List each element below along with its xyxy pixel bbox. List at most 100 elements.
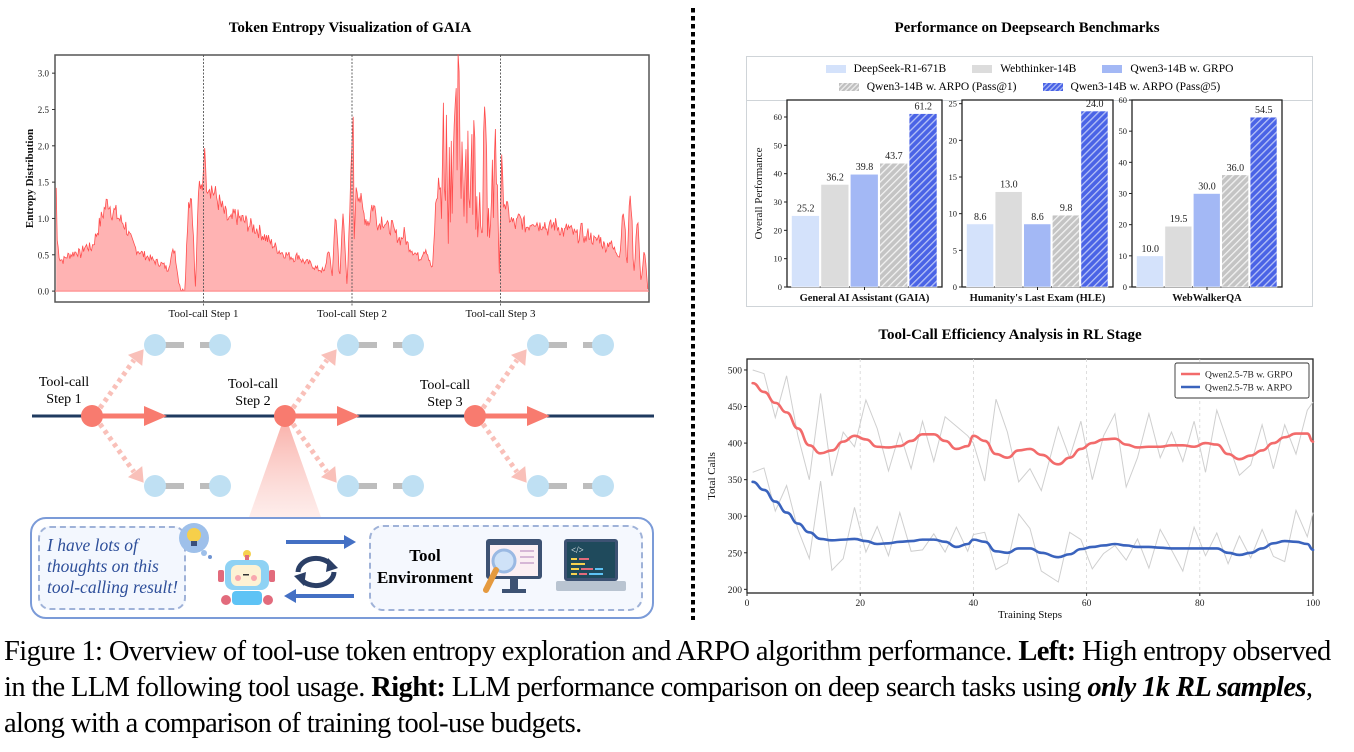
y-tick-label: 20 [1119, 220, 1128, 230]
branch-arrow [290, 358, 330, 410]
future-node [402, 334, 424, 356]
y-tick-label: 2.5 [38, 105, 50, 115]
legend-item: Qwen3-14B w. GRPO [1102, 63, 1233, 75]
branch-arrow [480, 422, 520, 474]
bar [791, 215, 820, 288]
bar [994, 191, 1023, 288]
entropy-chart: 0.0 0.5 1.0 1.5 2.0 2.5 3.0 Tool-call Step 1 Too… [24, 54, 650, 320]
future-node [337, 334, 359, 356]
x-tick-label: 0 [745, 599, 750, 609]
step-label-line1: Tool-call [38, 375, 90, 390]
tool-call-node [464, 405, 486, 427]
future-node [337, 475, 359, 497]
tool-call-node [81, 405, 103, 427]
caption-prefix: Figure 1: Overview of tool-use token ent… [4, 636, 1012, 667]
thought-text: I have lots of thoughts on this tool-cal… [47, 535, 197, 598]
y-tick-label: 40 [774, 169, 783, 179]
lightbulb-icon [179, 523, 212, 559]
bar [850, 173, 879, 288]
step-label-line1: Tool-call [419, 378, 471, 393]
y-tick-label: 0 [953, 282, 957, 292]
y-tick-label: 10 [774, 254, 783, 264]
line-chart-title: Tool-Call Efficiency Analysis in RL Stag… [878, 327, 1142, 343]
bar [1221, 174, 1249, 288]
code-laptop-icon: </> [556, 539, 626, 591]
y-tick-label: 0.5 [38, 250, 50, 260]
tool-call-node [274, 405, 296, 427]
bar-value-label: 43.7 [885, 151, 903, 162]
bar [820, 184, 850, 288]
bar-value-label: 54.5 [1255, 105, 1273, 116]
y-tick-label: 20 [949, 135, 958, 145]
future-node [209, 334, 231, 356]
legend-item: Qwen3-14B w. ARPO (Pass@1) [838, 81, 1017, 93]
caption-left-label: Left: [1018, 636, 1076, 667]
y-tick-label: 10 [949, 209, 958, 219]
bar [1080, 110, 1109, 288]
step-label-line2: Step 2 [235, 394, 271, 409]
future-node [209, 475, 231, 497]
entropy-chart-title: Token Entropy Visualization of GAIA [228, 20, 472, 36]
bar-charts: 010203040506025.236.239.843.761.2General… [753, 95, 1283, 304]
y-tick-label: 1.5 [38, 178, 50, 188]
main-arrowhead [527, 406, 550, 426]
y-tick-label: 450 [728, 403, 743, 413]
y-tick-label: 250 [728, 549, 743, 559]
legend-label: Qwen3-14B w. ARPO (Pass@5) [1070, 81, 1221, 93]
x-tick-label: Tool-call Step 1 [168, 308, 238, 320]
y-tick-label: 300 [728, 513, 743, 523]
legend-item: Webthinker-14B [972, 63, 1076, 75]
bar-chart-title: Performance on Deepsearch Benchmarks [894, 20, 1160, 36]
bar-value-label: 10.0 [1141, 244, 1159, 255]
thought-line: thoughts on this [47, 556, 159, 576]
bar-value-label: 9.8 [1060, 203, 1073, 214]
x-tick-label: 100 [1306, 599, 1321, 609]
x-tick-label: Tool-call Step 3 [465, 308, 536, 320]
bar [966, 223, 994, 288]
bar-value-label: 36.0 [1227, 163, 1245, 174]
smoothed-series-line [751, 480, 1315, 559]
future-link [162, 342, 184, 348]
future-node [402, 475, 424, 497]
caption-right-text-end: , along with a comparison of training to… [4, 672, 1313, 739]
branch-arrowhead [510, 349, 527, 366]
bar-value-label: 19.5 [1170, 214, 1188, 225]
tool-call-diagram [32, 334, 654, 520]
branch-arrowhead [320, 466, 337, 483]
caption-right-text: LLM performance comparison on deep searc… [451, 672, 1082, 703]
future-node [144, 475, 166, 497]
branch-arrow [97, 358, 137, 410]
step-label-line2: Step 3 [427, 395, 463, 410]
y-tick-label: 1.0 [38, 214, 50, 224]
step-label: Tool-call Step 3 [405, 377, 485, 411]
panel-divider [691, 8, 695, 620]
legend-swatch [1102, 65, 1123, 73]
future-node [144, 334, 166, 356]
y-tick-label: 50 [1119, 126, 1128, 136]
caption-right-label: Right: [371, 672, 446, 703]
branch-arrow [290, 422, 330, 474]
future-link [545, 342, 567, 348]
main-arrowhead [144, 406, 167, 426]
bar [1023, 223, 1052, 288]
legend-label: Webthinker-14B [1000, 63, 1077, 75]
thought-line: I have lots of [47, 535, 138, 555]
future-link [162, 483, 184, 489]
main-arrowhead [337, 406, 360, 426]
y-tick-label: 50 [774, 140, 783, 150]
category-label: General AI Assistant (GAIA) [800, 293, 930, 304]
bar-value-label: 30.0 [1198, 182, 1216, 193]
future-link [545, 483, 567, 489]
x-tick-label: 80 [1195, 599, 1205, 609]
legend-swatch [972, 65, 993, 73]
bar-value-label: 36.2 [826, 172, 844, 183]
y-tick-label: 500 [728, 366, 743, 376]
legend-label: Qwen3-14B w. ARPO (Pass@1) [866, 81, 1017, 93]
tool-environment-label: Tool Environment [370, 545, 480, 589]
caption-left-text: High entropy observed in the LLM followi… [4, 636, 1331, 703]
y-tick-label: 0 [1123, 282, 1127, 292]
step-label-line2: Step 1 [46, 392, 82, 407]
bar [1164, 225, 1193, 288]
y-tick-label: 60 [774, 112, 783, 122]
line-chart: 0 20 40 60 80 100 200 250 300 350 400 450 500 Qwen2.5… [706, 358, 1321, 620]
